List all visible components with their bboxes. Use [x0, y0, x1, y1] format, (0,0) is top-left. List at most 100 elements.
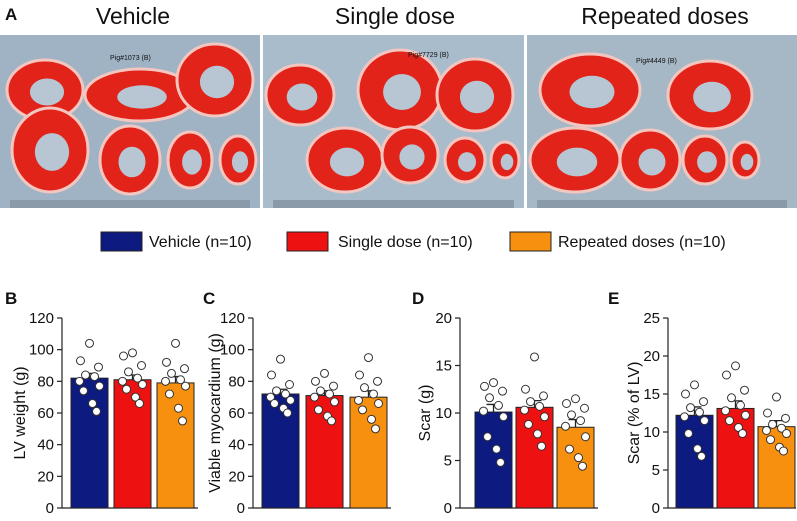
- data-point: [119, 351, 128, 361]
- y-tick-label: 120: [220, 310, 245, 327]
- data-point: [354, 395, 363, 405]
- data-point: [699, 397, 708, 407]
- photo-label: Pig#7729 (B): [408, 52, 449, 59]
- y-axis-label: Scar (% of LV): [626, 362, 643, 465]
- data-point: [90, 372, 99, 382]
- legend-label: Repeated doses (n=10): [558, 234, 726, 251]
- data-point: [781, 413, 790, 423]
- y-tick-label: 20: [435, 310, 452, 327]
- data-point: [499, 412, 508, 422]
- data-point: [763, 408, 772, 418]
- data-point: [310, 392, 319, 402]
- data-point: [364, 353, 373, 363]
- photo-title: Single dose: [335, 3, 455, 29]
- data-point: [76, 356, 85, 366]
- photo-title: Repeated doses: [581, 3, 749, 29]
- panel-label: D: [412, 289, 424, 308]
- bar: [349, 396, 388, 509]
- panel-label: E: [608, 289, 619, 308]
- bar: [716, 407, 755, 509]
- data-point: [171, 338, 180, 348]
- bar: [305, 395, 344, 509]
- legend-swatch: [509, 231, 552, 252]
- bar: [474, 411, 513, 509]
- tissue-hole: [740, 153, 754, 171]
- tissue-hole: [118, 146, 146, 178]
- y-tick-label: 10: [435, 405, 452, 422]
- data-point: [731, 361, 740, 371]
- data-point: [314, 405, 323, 415]
- y-tick-label: 20: [643, 348, 660, 365]
- tissue-hole: [569, 75, 615, 109]
- data-point: [165, 389, 174, 399]
- tissue-hole: [117, 85, 167, 109]
- data-point: [535, 401, 544, 411]
- data-point: [181, 381, 190, 391]
- data-point: [574, 453, 583, 463]
- data-point: [576, 416, 585, 426]
- data-point: [539, 391, 548, 401]
- data-point: [266, 392, 275, 402]
- ruler: [10, 200, 250, 208]
- data-point: [281, 389, 290, 399]
- photo-label: Pig#4449 (B): [636, 58, 677, 65]
- data-point: [533, 429, 542, 439]
- data-point: [695, 407, 704, 417]
- data-point: [128, 348, 137, 358]
- data-point: [135, 399, 144, 408]
- data-point: [565, 444, 574, 454]
- data-point: [373, 376, 382, 386]
- tissue-hole: [500, 153, 514, 171]
- tissue-hole: [697, 151, 717, 173]
- y-tick-label: 80: [37, 373, 54, 390]
- data-point: [174, 403, 183, 413]
- data-point: [727, 393, 736, 403]
- data-point: [374, 399, 383, 408]
- data-point: [700, 416, 709, 426]
- data-point: [131, 392, 140, 402]
- data-point: [480, 381, 489, 391]
- legend-label: Single dose (n=10): [338, 234, 473, 251]
- data-point: [571, 394, 580, 404]
- data-point: [734, 422, 743, 432]
- tissue-hole: [199, 65, 235, 99]
- data-point: [494, 400, 503, 410]
- data-point: [124, 367, 133, 377]
- tissue-hole: [556, 147, 598, 177]
- data-point: [740, 385, 749, 395]
- data-point: [492, 444, 501, 454]
- data-point: [138, 380, 147, 389]
- panel-label: B: [5, 289, 17, 308]
- y-tick-label: 100: [29, 342, 54, 359]
- tissue-hole: [329, 147, 365, 177]
- tissue-hole: [458, 152, 476, 172]
- data-point: [479, 406, 488, 416]
- bar: [515, 406, 554, 509]
- tissue-hole: [29, 78, 65, 106]
- y-tick-label: 60: [37, 405, 54, 422]
- data-point: [768, 419, 777, 429]
- y-tick-label: 40: [37, 437, 54, 454]
- data-point: [721, 406, 730, 416]
- data-point: [355, 370, 364, 380]
- data-point: [485, 393, 494, 403]
- bar: [70, 377, 109, 509]
- data-point: [766, 435, 775, 445]
- data-point: [779, 446, 788, 456]
- data-point: [85, 338, 94, 348]
- data-point: [697, 451, 706, 461]
- data-point: [496, 457, 505, 467]
- y-tick-label: 20: [228, 468, 245, 485]
- data-point: [88, 399, 97, 408]
- data-point: [580, 403, 589, 413]
- data-point: [133, 373, 142, 383]
- y-tick-label: 0: [444, 500, 452, 516]
- data-point: [79, 386, 88, 396]
- data-point: [283, 408, 292, 418]
- data-point: [772, 392, 781, 402]
- data-point: [311, 376, 320, 386]
- tissue-hole: [286, 83, 318, 111]
- photo-label: Pig#1073 (B): [110, 55, 151, 62]
- legend-label: Vehicle (n=10): [149, 234, 252, 251]
